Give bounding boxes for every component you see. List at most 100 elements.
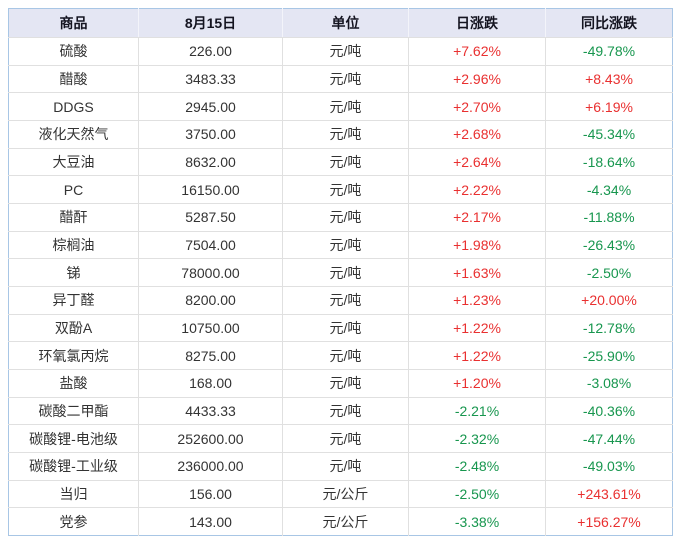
unit-cell: 元/吨 [282, 285, 409, 315]
unit-cell: 元/吨 [282, 341, 409, 370]
table-body: 硫酸 226.00 元/吨 +7.62% -49.78% 醋酸 3483.33 元/吨 +2.9… [8, 37, 673, 536]
yoy-change-cell: -11.88% [545, 202, 673, 232]
table-row: 碳酸锂-工业级 236000.00 元/吨 -2.48% -49.03% [8, 451, 673, 480]
table-row: 碳酸锂-电池级 252600.00 元/吨 -2.32% -47.44% [8, 424, 673, 453]
table-row: DDGS 2945.00 元/吨 +2.70% +6.19% [8, 92, 673, 121]
product-cell: 碳酸二甲酯 [8, 396, 139, 425]
unit-cell: 元/吨 [282, 451, 409, 480]
column-header-unit: 单位 [282, 8, 409, 38]
price-cell: 16150.00 [138, 175, 283, 204]
table-row: 党参 143.00 元/公斤 -3.38% +156.27% [8, 507, 673, 536]
table-row: 醋酐 5287.50 元/吨 +2.17% -11.88% [8, 202, 673, 232]
unit-cell: 元/吨 [282, 92, 409, 121]
unit-cell: 元/吨 [282, 147, 409, 176]
table-row: 大豆油 8632.00 元/吨 +2.64% -18.64% [8, 147, 673, 176]
price-cell: 143.00 [138, 507, 283, 536]
product-cell: 异丁醛 [8, 285, 139, 315]
table-row: 当归 156.00 元/公斤 -2.50% +243.61% [8, 479, 673, 508]
unit-cell: 元/公斤 [282, 479, 409, 508]
yoy-change-cell: -40.36% [545, 396, 673, 425]
product-cell: 醋酸 [8, 64, 139, 93]
daily-change-cell: +1.20% [408, 368, 546, 398]
price-cell: 168.00 [138, 368, 283, 398]
product-cell: 大豆油 [8, 147, 139, 176]
product-cell: 碳酸锂-电池级 [8, 424, 139, 453]
product-cell: 当归 [8, 479, 139, 508]
price-cell: 2945.00 [138, 92, 283, 121]
daily-change-cell: +1.23% [408, 285, 546, 315]
daily-change-cell: +2.17% [408, 202, 546, 232]
price-cell: 8200.00 [138, 285, 283, 315]
price-cell: 226.00 [138, 37, 283, 66]
price-cell: 252600.00 [138, 424, 283, 453]
price-cell: 78000.00 [138, 258, 283, 287]
table-row: 棕榈油 7504.00 元/吨 +1.98% -26.43% [8, 230, 673, 259]
product-cell: 醋酐 [8, 202, 139, 232]
product-cell: 碳酸锂-工业级 [8, 451, 139, 480]
price-cell: 8275.00 [138, 341, 283, 370]
yoy-change-cell: -2.50% [545, 258, 673, 287]
daily-change-cell: -2.32% [408, 424, 546, 453]
unit-cell: 元/吨 [282, 119, 409, 149]
daily-change-cell: +7.62% [408, 37, 546, 66]
product-cell: 环氧氯丙烷 [8, 341, 139, 370]
product-cell: PC [8, 175, 139, 204]
product-cell: 硫酸 [8, 37, 139, 66]
price-cell: 10750.00 [138, 313, 283, 342]
yoy-change-cell: -12.78% [545, 313, 673, 342]
yoy-change-cell: -26.43% [545, 230, 673, 259]
daily-change-cell: -2.48% [408, 451, 546, 480]
header-row: 商品 8月15日 单位 日涨跌 同比涨跌 [8, 8, 673, 38]
yoy-change-cell: +243.61% [545, 479, 673, 508]
product-cell: DDGS [8, 92, 139, 121]
unit-cell: 元/吨 [282, 202, 409, 232]
unit-cell: 元/公斤 [282, 507, 409, 536]
yoy-change-cell: -47.44% [545, 424, 673, 453]
yoy-change-cell: -4.34% [545, 175, 673, 204]
price-cell: 7504.00 [138, 230, 283, 259]
price-cell: 3483.33 [138, 64, 283, 93]
yoy-change-cell: -45.34% [545, 119, 673, 149]
price-cell: 156.00 [138, 479, 283, 508]
table-row: 锑 78000.00 元/吨 +1.63% -2.50% [8, 258, 673, 287]
column-header-date-price: 8月15日 [138, 8, 283, 38]
daily-change-cell: +2.96% [408, 64, 546, 93]
table-row: PC 16150.00 元/吨 +2.22% -4.34% [8, 175, 673, 204]
yoy-change-cell: -3.08% [545, 368, 673, 398]
commodity-price-table: 商品 8月15日 单位 日涨跌 同比涨跌 硫酸 226.00 元/吨 +7.62% -4… [8, 8, 673, 536]
unit-cell: 元/吨 [282, 396, 409, 425]
yoy-change-cell: -25.90% [545, 341, 673, 370]
yoy-change-cell: +20.00% [545, 285, 673, 315]
daily-change-cell: +1.22% [408, 341, 546, 370]
daily-change-cell: +2.64% [408, 147, 546, 176]
yoy-change-cell: -18.64% [545, 147, 673, 176]
table-row: 盐酸 168.00 元/吨 +1.20% -3.08% [8, 368, 673, 398]
unit-cell: 元/吨 [282, 368, 409, 398]
product-cell: 锑 [8, 258, 139, 287]
product-cell: 液化天然气 [8, 119, 139, 149]
daily-change-cell: +2.22% [408, 175, 546, 204]
unit-cell: 元/吨 [282, 313, 409, 342]
table-row: 环氧氯丙烷 8275.00 元/吨 +1.22% -25.90% [8, 341, 673, 370]
product-cell: 棕榈油 [8, 230, 139, 259]
unit-cell: 元/吨 [282, 424, 409, 453]
yoy-change-cell: +156.27% [545, 507, 673, 536]
table-row: 异丁醛 8200.00 元/吨 +1.23% +20.00% [8, 285, 673, 315]
yoy-change-cell: -49.03% [545, 451, 673, 480]
unit-cell: 元/吨 [282, 175, 409, 204]
table-row: 硫酸 226.00 元/吨 +7.62% -49.78% [8, 37, 673, 66]
daily-change-cell: -3.38% [408, 507, 546, 536]
yoy-change-cell: +6.19% [545, 92, 673, 121]
product-cell: 党参 [8, 507, 139, 536]
price-cell: 3750.00 [138, 119, 283, 149]
table-row: 双酚A 10750.00 元/吨 +1.22% -12.78% [8, 313, 673, 342]
daily-change-cell: +1.63% [408, 258, 546, 287]
daily-change-cell: +1.22% [408, 313, 546, 342]
yoy-change-cell: +8.43% [545, 64, 673, 93]
product-cell: 盐酸 [8, 368, 139, 398]
table-row: 醋酸 3483.33 元/吨 +2.96% +8.43% [8, 64, 673, 93]
column-header-yoy-change: 同比涨跌 [545, 8, 673, 38]
yoy-change-cell: -49.78% [545, 37, 673, 66]
price-cell: 236000.00 [138, 451, 283, 480]
table-row: 碳酸二甲酯 4433.33 元/吨 -2.21% -40.36% [8, 396, 673, 425]
